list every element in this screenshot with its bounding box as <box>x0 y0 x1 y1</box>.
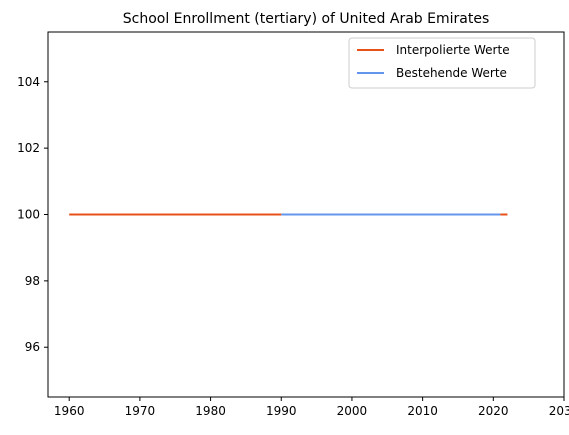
x-tick-label: 2010 <box>407 404 438 418</box>
x-tick-label: 1970 <box>125 404 156 418</box>
x-tick-label: 2000 <box>337 404 368 418</box>
legend: Interpolierte Werte Bestehende Werte <box>348 37 536 89</box>
legend-box <box>348 37 536 89</box>
x-tick-label: 1980 <box>195 404 226 418</box>
y-tick-label: 102 <box>17 141 40 155</box>
y-tick-label: 104 <box>17 75 40 89</box>
y-tick-label: 100 <box>17 208 40 222</box>
legend-label-existing: Bestehende Werte <box>396 66 507 80</box>
y-tick-label: 96 <box>25 340 40 354</box>
chart-title: School Enrollment (tertiary) of United A… <box>123 11 489 27</box>
x-tick-label: 2030 <box>549 404 569 418</box>
y-axis: 96 98 100 102 104 <box>17 75 48 354</box>
legend-label-interpolated: Interpolierte Werte <box>396 43 510 57</box>
x-tick-label: 1990 <box>266 404 297 418</box>
y-tick-label: 98 <box>25 274 40 288</box>
x-axis: 1960 1970 1980 1990 2000 2010 2020 2030 <box>54 397 569 418</box>
x-tick-label: 1960 <box>54 404 85 418</box>
x-tick-label: 2020 <box>478 404 509 418</box>
